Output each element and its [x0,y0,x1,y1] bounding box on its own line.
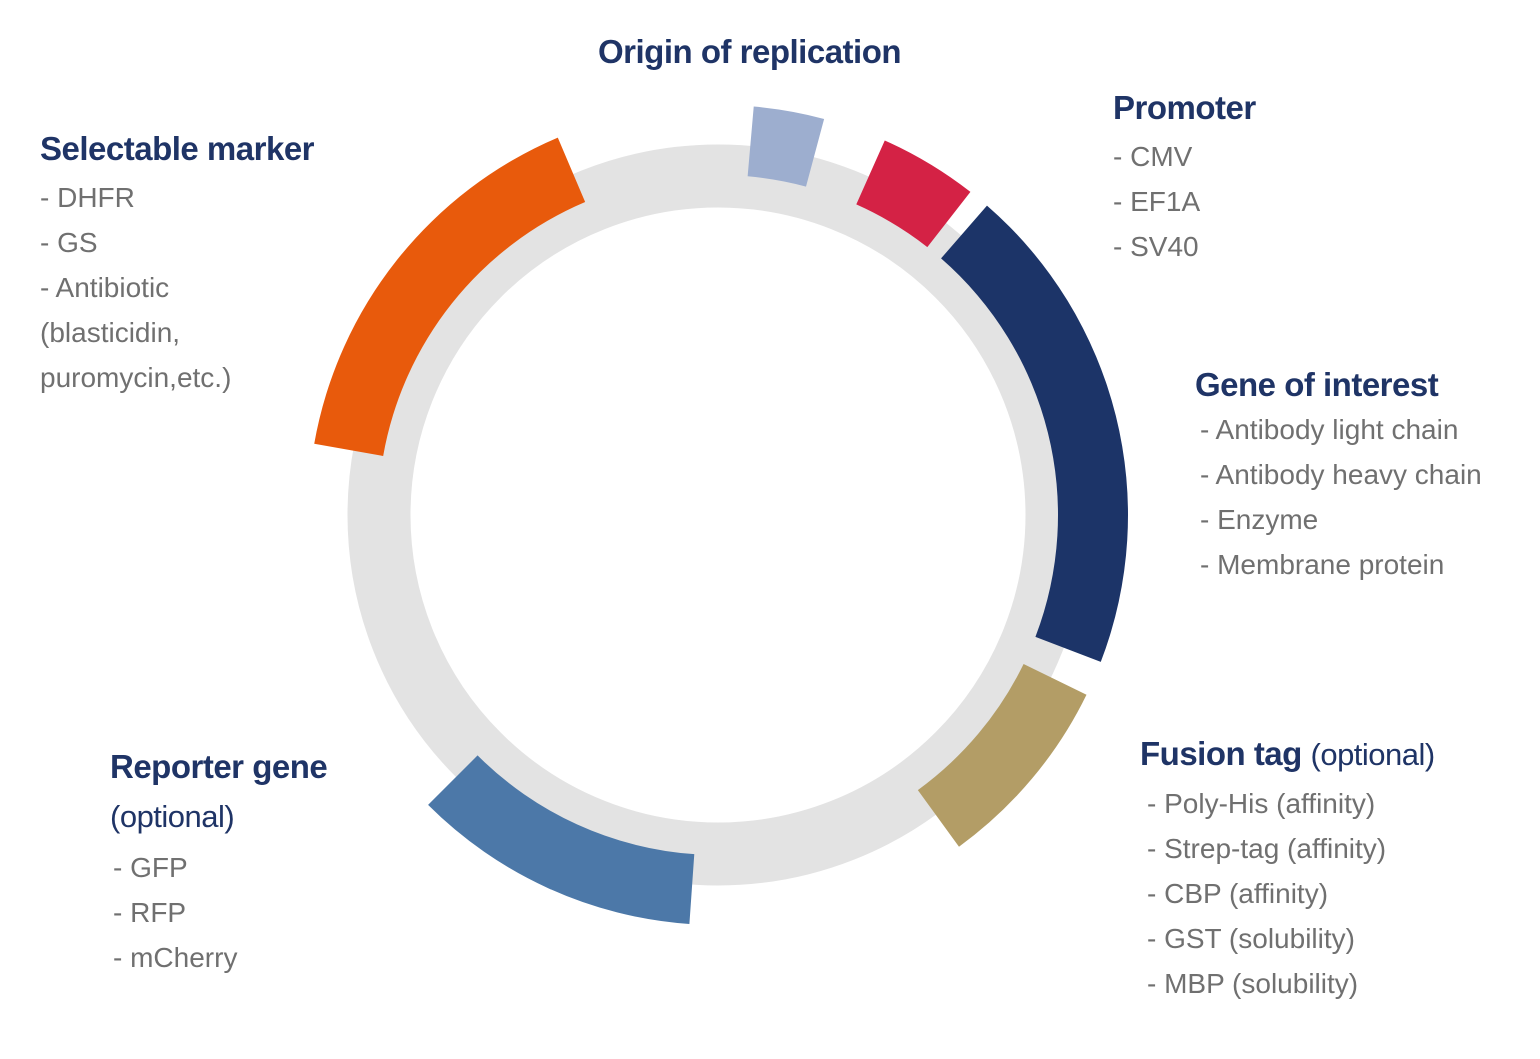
origin-title: Origin of replication [598,33,902,70]
promoter-segment [856,140,971,248]
reporter-title: Reporter gene [110,748,328,785]
marker-item: - DHFR [40,182,135,213]
promoter-item: - EF1A [1113,186,1201,217]
marker-label: Selectable marker - DHFR - GS - Antibiot… [40,129,315,400]
promoter-label: Promoter - CMV - EF1A - SV40 [1113,88,1256,269]
fusion-item: - GST (solubility) [1147,923,1355,954]
marker-title: Selectable marker [40,130,315,167]
gene-title: Gene of interest [1195,366,1439,403]
gene-label: Gene of interest - Antibody light chain … [1195,365,1482,587]
reporter-optional: (optional) [110,799,235,834]
marker-item: - Antibiotic [40,272,170,303]
gene-item: - Membrane protein [1200,549,1445,580]
marker-item: puromycin,etc.) [40,362,232,393]
promoter-item: - SV40 [1113,231,1199,262]
fusion-optional: (optional) [1310,737,1436,772]
marker-segment [314,137,586,456]
gene-item: - Antibody heavy chain [1200,459,1482,490]
gene-segment [941,205,1128,662]
reporter-item: - GFP [113,852,188,883]
marker-item: - GS [40,227,98,258]
fusion-item: - Strep-tag (affinity) [1147,833,1387,864]
fusion-item: - CBP (affinity) [1147,878,1329,909]
fusion-segment [917,664,1087,847]
reporter-segment [428,755,695,925]
promoter-title: Promoter [1113,89,1256,126]
fusion-item: - Poly-His (affinity) [1147,788,1376,819]
gene-item: - Enzyme [1200,504,1319,535]
gene-item: - Antibody light chain [1200,414,1459,445]
fusion-item: - MBP (solubility) [1147,968,1359,999]
origin-label: Origin of replication [598,32,902,72]
origin-segment [747,106,825,187]
reporter-item: - mCherry [113,942,238,973]
promoter-item: - CMV [1113,141,1193,172]
reporter-label: Reporter gene (optional) - GFP - RFP - m… [110,747,328,980]
fusion-label: Fusion tag (optional) - Poly-His (affini… [1140,734,1435,1006]
fusion-title: Fusion tag [1140,735,1302,772]
plasmid-backbone-ring [347,144,1089,886]
marker-item: (blasticidin, [40,317,181,348]
reporter-item: - RFP [113,897,187,928]
